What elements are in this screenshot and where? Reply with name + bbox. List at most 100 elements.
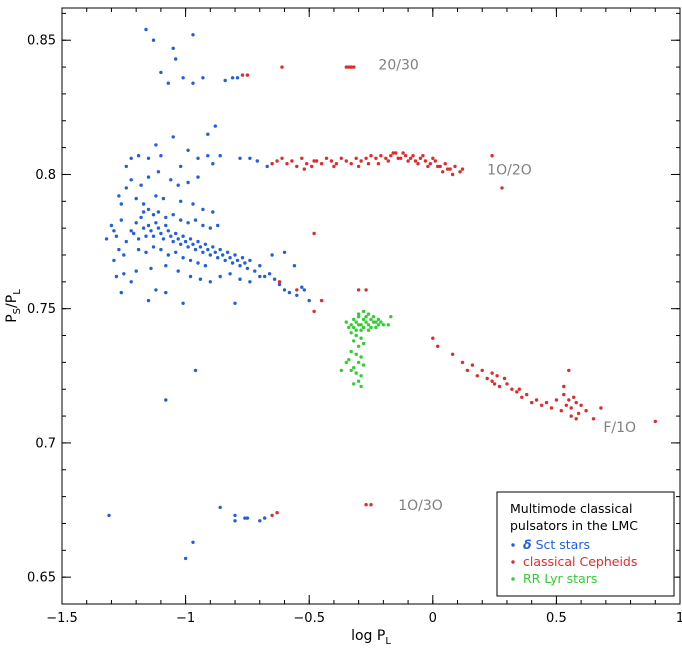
cepheid-point bbox=[438, 164, 442, 169]
delta-sct-point bbox=[258, 264, 262, 268]
rr-lyr-point bbox=[361, 325, 366, 330]
rr-lyr-point bbox=[354, 320, 358, 324]
delta-sct-point bbox=[171, 46, 175, 50]
rr-lyr-point bbox=[352, 366, 356, 370]
cepheid-point bbox=[485, 376, 489, 381]
cepheid-point bbox=[431, 156, 435, 160]
cepheid-point bbox=[295, 164, 299, 169]
delta-sct-point bbox=[134, 269, 138, 273]
cepheid-point bbox=[510, 387, 514, 391]
delta-sct-point bbox=[248, 258, 252, 263]
cepheid-point bbox=[567, 368, 571, 373]
rr-lyr-point bbox=[356, 323, 361, 327]
rr-lyr-point bbox=[356, 379, 361, 383]
rr-lyr-point bbox=[366, 312, 371, 316]
delta-sct-point bbox=[258, 519, 262, 523]
cepheid-point bbox=[441, 170, 445, 174]
cepheid-point bbox=[401, 151, 405, 155]
cepheid-point bbox=[374, 156, 378, 160]
legend-box bbox=[496, 491, 675, 597]
cepheid-point bbox=[505, 382, 509, 386]
delta-sct-point bbox=[117, 247, 121, 252]
delta-sct-point bbox=[144, 234, 148, 238]
delta-sct-point bbox=[208, 280, 212, 284]
cepheid-point bbox=[324, 156, 329, 160]
delta-sct-point bbox=[211, 210, 215, 214]
delta-sct-point bbox=[282, 288, 287, 292]
cepheid-point bbox=[270, 162, 274, 166]
delta-sct-point bbox=[149, 229, 153, 233]
delta-sct-point bbox=[122, 253, 126, 257]
cepheid-point bbox=[448, 167, 452, 171]
delta-sct-point bbox=[186, 180, 190, 185]
cepheid-point bbox=[285, 162, 289, 166]
delta-sct-point bbox=[188, 274, 193, 279]
cepheid-point bbox=[559, 409, 563, 413]
delta-sct-point bbox=[307, 298, 311, 303]
rr-lyr-point bbox=[347, 325, 351, 330]
delta-sct-point bbox=[159, 231, 163, 236]
cepheid-point bbox=[579, 403, 583, 407]
delta-sct-point bbox=[228, 256, 232, 260]
delta-sct-point bbox=[146, 207, 151, 212]
delta-sct-point bbox=[240, 256, 245, 260]
cepheid-point bbox=[406, 159, 410, 163]
delta-sct-point bbox=[191, 202, 195, 206]
cepheid-point bbox=[270, 513, 274, 518]
delta-sct-point bbox=[230, 261, 235, 265]
delta-sct-point bbox=[201, 207, 205, 212]
cepheid-point bbox=[475, 374, 479, 378]
band-annotation: 20/30 bbox=[378, 58, 418, 74]
rr-lyr-point bbox=[371, 320, 376, 324]
cepheid-point bbox=[436, 344, 440, 348]
delta-sct-point bbox=[243, 516, 247, 520]
delta-sct-point bbox=[136, 154, 141, 158]
rr-lyr-point bbox=[386, 323, 390, 327]
cepheid-point bbox=[329, 159, 334, 163]
delta-sct-point bbox=[255, 159, 259, 163]
delta-sct-point bbox=[141, 202, 146, 206]
delta-sct-point bbox=[186, 245, 190, 249]
delta-sct-point bbox=[181, 234, 185, 238]
delta-sct-point bbox=[183, 239, 188, 244]
cepheid-point bbox=[421, 154, 425, 158]
delta-sct-point bbox=[181, 76, 185, 80]
rr-lyr-point bbox=[374, 320, 378, 324]
delta-sct-point bbox=[230, 76, 235, 80]
cepheid-point bbox=[569, 414, 573, 418]
cepheid-point bbox=[534, 398, 539, 402]
delta-sct-point bbox=[198, 245, 203, 249]
delta-sct-point bbox=[213, 250, 217, 254]
delta-sct-point bbox=[169, 178, 173, 182]
cepheid-point bbox=[369, 154, 373, 158]
cepheid-point bbox=[396, 156, 400, 160]
y-tick-label: 0.75 bbox=[27, 302, 56, 317]
delta-sct-point bbox=[141, 210, 146, 214]
cepheid-point bbox=[334, 162, 339, 166]
legend-entry-label: RR Lyr stars bbox=[523, 571, 597, 586]
delta-sct-point bbox=[112, 258, 116, 263]
delta-sct-point bbox=[146, 175, 151, 179]
cepheid-point bbox=[530, 400, 534, 405]
cepheid-point bbox=[359, 159, 363, 163]
delta-sct-point bbox=[245, 516, 250, 520]
delta-sct-point bbox=[112, 229, 116, 233]
cepheid-point bbox=[520, 395, 524, 399]
delta-sct-point bbox=[129, 280, 133, 284]
x-tick-label: −1 bbox=[176, 611, 195, 626]
cepheid-point bbox=[574, 417, 578, 421]
rr-lyr-point bbox=[366, 323, 371, 327]
delta-sct-point bbox=[176, 183, 180, 187]
delta-sct-point bbox=[193, 218, 198, 222]
delta-sct-point bbox=[201, 223, 205, 228]
rr-lyr-point bbox=[359, 374, 363, 378]
delta-sct-point bbox=[188, 258, 193, 263]
delta-sct-point bbox=[151, 234, 156, 238]
delta-sct-point bbox=[122, 272, 126, 276]
cepheid-point bbox=[443, 162, 447, 166]
legend-title-line2: pulsators in the LMC bbox=[510, 518, 638, 533]
cepheid-point bbox=[290, 159, 294, 163]
delta-sct-point bbox=[191, 540, 195, 544]
cepheid-point bbox=[458, 170, 462, 174]
x-tick-label: 0.5 bbox=[546, 611, 567, 626]
